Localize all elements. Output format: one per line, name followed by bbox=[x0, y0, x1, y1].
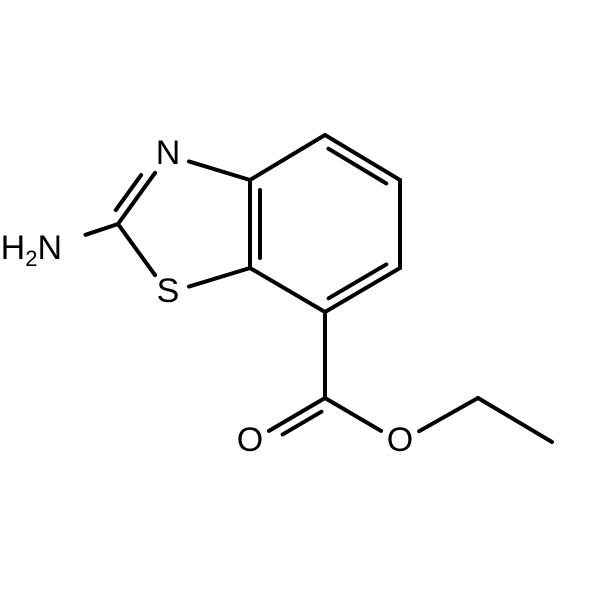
bond bbox=[118, 224, 155, 275]
bond bbox=[189, 268, 250, 287]
atom-n: H2N bbox=[1, 229, 62, 271]
bond bbox=[325, 268, 400, 312]
atom-o: O bbox=[387, 421, 413, 459]
bond bbox=[419, 398, 478, 431]
bond bbox=[250, 268, 325, 312]
bond bbox=[189, 161, 250, 180]
bond bbox=[325, 135, 400, 180]
bond bbox=[283, 412, 322, 435]
bond bbox=[86, 224, 118, 235]
atom-s: S bbox=[157, 272, 180, 310]
atom-o: O bbox=[237, 421, 263, 459]
bond bbox=[250, 135, 325, 180]
atom-n: N bbox=[156, 134, 181, 172]
bond bbox=[325, 398, 381, 431]
bond bbox=[116, 175, 141, 210]
molecule-diagram: N S H2N O O bbox=[0, 0, 600, 600]
bonds-group bbox=[86, 135, 552, 442]
bond bbox=[478, 398, 552, 442]
